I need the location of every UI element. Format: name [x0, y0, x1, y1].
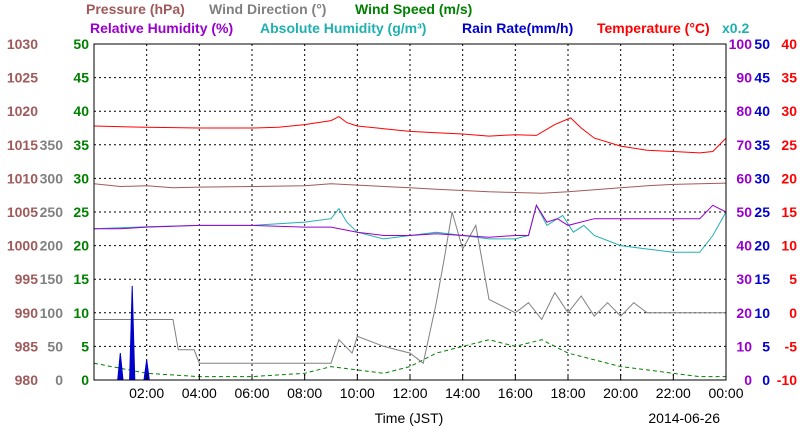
- temperature-tick: 20: [781, 170, 797, 186]
- pressure-tick: 1010: [7, 170, 38, 186]
- wind-direction-tick: 0: [55, 372, 63, 388]
- rain-rate-tick: 40: [754, 103, 770, 119]
- gridlines: [94, 44, 726, 380]
- wind-direction-tick: 100: [40, 305, 64, 321]
- wind-speed-tick: 35: [73, 137, 89, 153]
- wind-direction-tick: 300: [40, 170, 64, 186]
- pressure-tick: 1020: [7, 103, 38, 119]
- rain-rate-tick: 35: [754, 137, 770, 153]
- legend-title: Relative Humidity (%): [90, 20, 233, 36]
- pressure-tick: 995: [15, 271, 39, 287]
- temperature-tick: 30: [781, 103, 797, 119]
- wind-speed-tick: 50: [73, 36, 89, 52]
- x-axis-title: Time (JST): [375, 410, 444, 426]
- x-tick-label: 10:00: [340, 385, 375, 401]
- wind-speed-tick: 0: [81, 372, 89, 388]
- chart-header: Pressure (hPa) Wind Direction (°) Wind Spe…: [86, 1, 749, 36]
- x-tick-label: 22:00: [656, 385, 691, 401]
- rain-rate-tick: 25: [754, 204, 770, 220]
- wind-direction-tick: 250: [40, 204, 64, 220]
- rain-rate-tick: 15: [754, 271, 770, 287]
- x-tick-label: 18:00: [550, 385, 585, 401]
- rain-rate-tick: 50: [754, 36, 770, 52]
- temperature-tick: -10: [777, 372, 797, 388]
- wind-speed-tick: 10: [73, 305, 89, 321]
- rain-rate-tick: 30: [754, 170, 770, 186]
- legend-title: x0.2: [722, 20, 749, 36]
- humidity-tick: 10: [736, 338, 752, 354]
- humidity-tick: 20: [736, 305, 752, 321]
- rain-rate-tick: 0: [762, 372, 770, 388]
- pressure-tick: 980: [15, 372, 39, 388]
- humidity-tick: 70: [736, 137, 752, 153]
- pressure-tick: 1005: [7, 204, 38, 220]
- x-tick-label: 04:00: [182, 385, 217, 401]
- pressure-tick: 985: [15, 338, 39, 354]
- wind-direction-tick: 200: [40, 238, 64, 254]
- humidity-tick: 80: [736, 103, 752, 119]
- legend-title: Absolute Humidity (g/m³): [260, 20, 426, 36]
- pressure-tick: 990: [15, 305, 39, 321]
- legend-title: Wind Direction (°): [209, 1, 326, 17]
- x-tick-label: 12:00: [392, 385, 427, 401]
- wind-speed-tick: 15: [73, 271, 89, 287]
- x-tick-label: 20:00: [603, 385, 638, 401]
- humidity-tick: 40: [736, 238, 752, 254]
- pressure-tick: 1030: [7, 36, 38, 52]
- x-tick-label: 06:00: [234, 385, 269, 401]
- rain-rate-tick: 45: [754, 70, 770, 86]
- wind-direction-tick: 50: [47, 338, 63, 354]
- series-wind-speed: [93, 339, 726, 378]
- legend-title: Pressure (hPa): [86, 1, 185, 17]
- rain-rate-tick: 10: [754, 305, 770, 321]
- series-absolute-humidity: [93, 203, 727, 253]
- humidity-tick: 90: [736, 70, 752, 86]
- humidity-tick: 60: [736, 170, 752, 186]
- legend-title: Wind Speed (m/s): [355, 1, 472, 17]
- wind-speed-tick: 40: [73, 103, 89, 119]
- legend-title: Temperature (°C): [597, 20, 710, 36]
- wind-speed-tick: 45: [73, 70, 89, 86]
- rain-rate-tick: 20: [754, 238, 770, 254]
- pressure-tick: 1025: [7, 70, 38, 86]
- x-axis: 02:00 04:00 06:00 08:00 10:00 12:00 14:00 16:00…: [129, 374, 744, 401]
- pressure-tick: 1000: [7, 238, 38, 254]
- humidity-tick: 100: [729, 36, 753, 52]
- series-relative-humidity: [94, 204, 727, 238]
- pressure-tick: 1015: [7, 137, 38, 153]
- x-tick-label: 16:00: [498, 385, 533, 401]
- x-tick-label: 08:00: [287, 385, 322, 401]
- left-axes: 1030102510201015101010051000995990985980…: [7, 36, 89, 388]
- series-temperature: [93, 116, 727, 154]
- x-tick-label: 14:00: [445, 385, 480, 401]
- series-wind-direction: [94, 211, 726, 365]
- temperature-tick: 10: [781, 238, 797, 254]
- humidity-tick: 0: [744, 372, 752, 388]
- series-pressure: [93, 182, 727, 194]
- wind-direction-tick: 350: [40, 137, 64, 153]
- temperature-tick: 25: [781, 137, 797, 153]
- wind-speed-tick: 20: [73, 238, 89, 254]
- temperature-tick: 15: [781, 204, 797, 220]
- humidity-tick: 50: [736, 204, 752, 220]
- series-rain-rate: [117, 285, 150, 381]
- temperature-tick: 35: [781, 70, 797, 86]
- wind-speed-tick: 30: [73, 170, 89, 186]
- wind-direction-tick: 150: [40, 271, 64, 287]
- temperature-tick: 5: [789, 271, 797, 287]
- humidity-tick: 30: [736, 271, 752, 287]
- x-tick-label: 00:00: [708, 385, 743, 401]
- temperature-tick: 0: [789, 305, 797, 321]
- date-label: 2014-06-26: [648, 410, 720, 426]
- right-axes: 1009080706050403020100504540353025201510…: [729, 36, 798, 388]
- rain-rate-tick: 5: [762, 338, 770, 354]
- temperature-tick: -5: [785, 338, 798, 354]
- series-layer: [93, 116, 727, 381]
- legend-title: Rain Rate(mm/h): [462, 20, 573, 36]
- temperature-tick: 40: [781, 36, 797, 52]
- wind-speed-tick: 25: [73, 204, 89, 220]
- wind-speed-tick: 5: [81, 338, 89, 354]
- x-tick-label: 02:00: [129, 385, 164, 401]
